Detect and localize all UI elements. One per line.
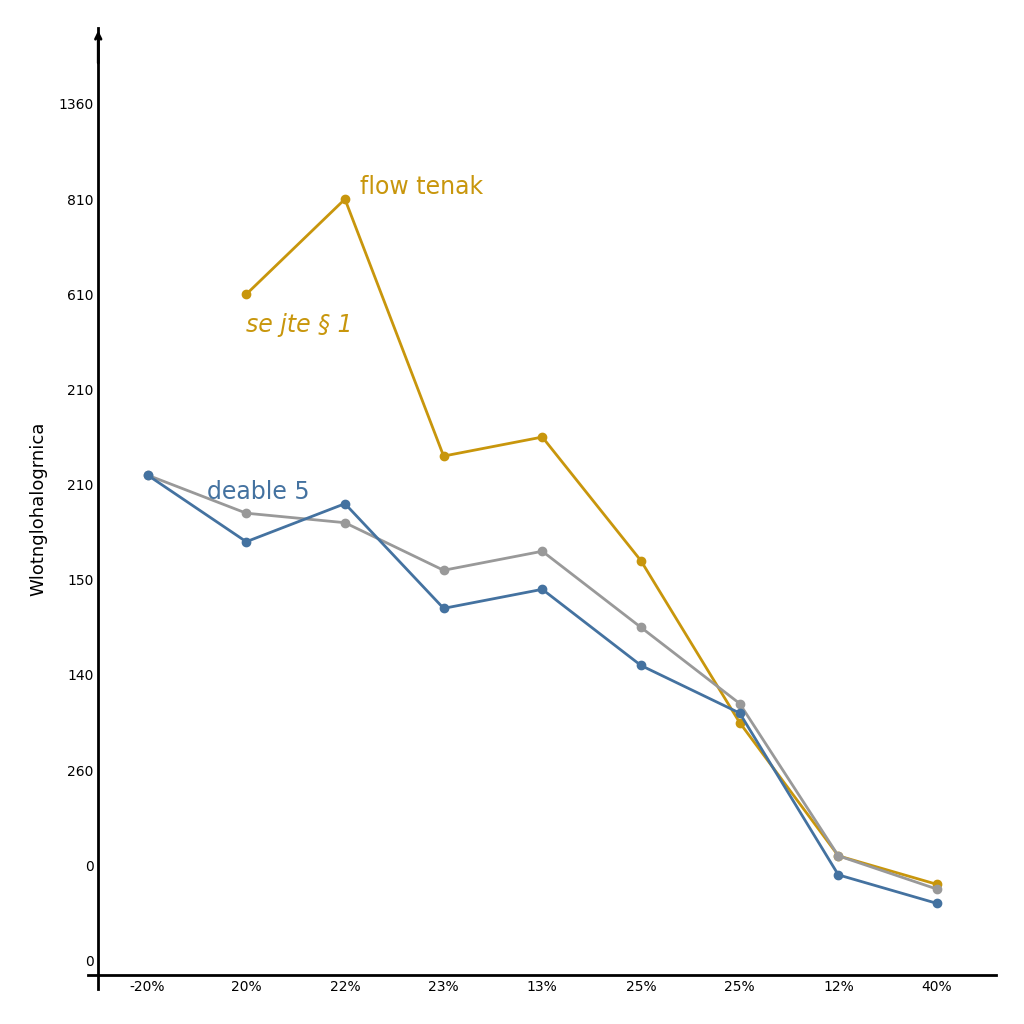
Text: flow tenak: flow tenak bbox=[359, 175, 483, 200]
Text: se jte § 1: se jte § 1 bbox=[246, 313, 352, 337]
Text: deable 5: deable 5 bbox=[207, 480, 309, 504]
Y-axis label: Wlotnglohalogrnica: Wlotnglohalogrnica bbox=[29, 421, 47, 596]
